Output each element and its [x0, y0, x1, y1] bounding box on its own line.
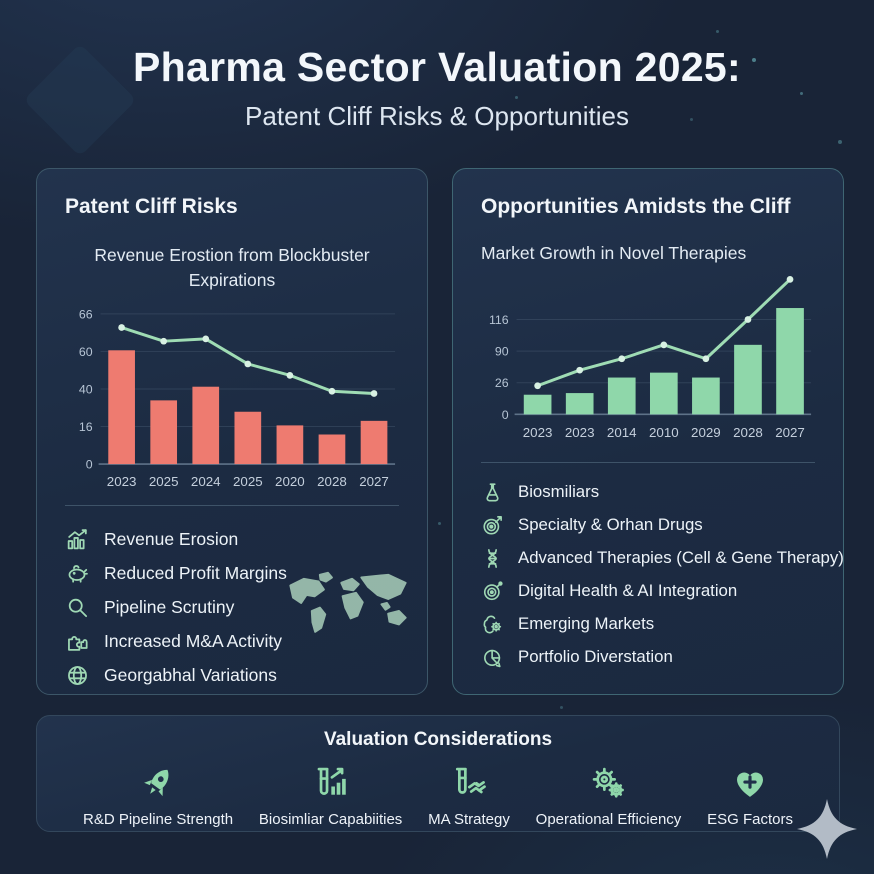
heart-icon — [731, 764, 769, 802]
item-label: Portfolio Diverstation — [518, 647, 673, 667]
consideration-label: ESG Factors — [707, 811, 793, 828]
consideration-label: MA Strategy — [428, 811, 510, 828]
bottom-panel-heading: Valuation Considerations — [323, 729, 553, 750]
svg-text:0: 0 — [502, 408, 509, 422]
left-chart-title-line1: Revenue Erostion from Blockbuster — [94, 245, 370, 265]
svg-text:90: 90 — [495, 345, 509, 359]
item-label: Increased M&A Activity — [104, 630, 282, 651]
item-label: Emerging Markets — [518, 614, 655, 634]
consideration-item: ESG Factors — [707, 764, 793, 828]
svg-text:40: 40 — [79, 382, 93, 396]
svg-text:2027: 2027 — [775, 425, 805, 440]
svg-text:2023: 2023 — [565, 425, 595, 440]
right-panel-divider — [481, 462, 815, 464]
gears-icon — [589, 764, 627, 802]
list-item: Reduced Profit Margins — [65, 560, 399, 586]
list-item: Biosmiliars — [481, 479, 815, 505]
list-item: Pipeline Scrutiny — [65, 594, 399, 620]
novel-therapies-chart: 116 90 26 0 2023 2023 2014 2010 2029 2028 2027 — [489, 276, 812, 440]
item-label: Revenue Erosion — [104, 528, 239, 549]
svg-text:2029: 2029 — [691, 425, 721, 440]
item-label: Reduced Profit Margins — [104, 562, 287, 583]
flask-icon — [481, 481, 504, 504]
item-label: Digital Health & AI Integration — [518, 581, 738, 601]
rocket-icon — [139, 764, 177, 802]
globe-icon — [65, 663, 90, 688]
svg-text:116: 116 — [489, 313, 509, 327]
svg-text:2028: 2028 — [317, 474, 347, 489]
consideration-item: MA Strategy — [428, 764, 510, 828]
target-icon — [481, 514, 504, 537]
list-item: Portfolio Diverstation — [481, 644, 815, 670]
sparkle-icon — [797, 799, 857, 859]
left-chart-title: Revenue Erostion from Blockbuster Expira… — [65, 243, 399, 294]
svg-text:2023: 2023 — [523, 425, 553, 440]
item-label: Pipeline Scrutiny — [104, 596, 235, 617]
list-item: Specialty & Orhan Drugs — [481, 512, 815, 538]
page-subtitle: Patent Cliff Risks & Opportunities — [245, 101, 629, 131]
testtube-chart-icon — [312, 764, 350, 802]
item-label: Georgabhal Variations — [104, 664, 277, 685]
page-title: Pharma Sector Valuation 2025: — [132, 44, 741, 90]
list-item: Increased M&A Activity — [65, 628, 399, 654]
item-label: Advanced Therapies (Cell & Gene Therapy) — [518, 548, 844, 568]
testtube-handshake-icon — [450, 764, 488, 802]
patent-cliff-risks-panel: Patent Cliff Risks Revenue Erostion from… — [36, 168, 428, 695]
svg-text:2025: 2025 — [149, 474, 179, 489]
svg-text:2024: 2024 — [191, 474, 221, 489]
svg-text:2014: 2014 — [607, 425, 637, 440]
page-header: Pharma Sector Valuation 2025: Patent Cli… — [0, 44, 874, 132]
svg-text:2023: 2023 — [107, 474, 137, 489]
considerations-row: R&D Pipeline Strength Biosimliar Capabiit… — [77, 764, 799, 828]
valuation-considerations-panel: Valuation Considerations R&D Pipeline St… — [36, 715, 840, 832]
svg-text:2010: 2010 — [649, 425, 679, 440]
list-item: Emerging Markets — [481, 611, 815, 637]
list-item: Georgabhal Variations — [65, 662, 399, 688]
target-ai-icon — [481, 580, 504, 603]
list-item: Revenue Erosion — [65, 526, 399, 552]
svg-text:16: 16 — [79, 420, 93, 434]
left-panel-heading: Patent Cliff Risks — [65, 195, 238, 218]
left-chart-title-line2: Expirations — [188, 270, 276, 291]
svg-text:2025: 2025 — [233, 474, 263, 489]
brain-gear-icon — [481, 613, 504, 636]
item-label: Specialty & Orhan Drugs — [518, 515, 703, 535]
svg-text:0: 0 — [86, 457, 93, 471]
consideration-label: R&D Pipeline Strength — [83, 811, 234, 828]
left-panel-divider — [65, 505, 399, 507]
list-item: Digital Health & AI Integration — [481, 578, 815, 604]
svg-text:2028: 2028 — [733, 425, 763, 440]
revenue-erosion-chart: 66 60 40 16 0 2023 2025 2024 2025 2020 2028 2027 — [79, 307, 396, 489]
globe-pie-icon — [481, 646, 504, 669]
bar-chart-icon — [65, 527, 90, 552]
item-label: Biosmiliars — [518, 482, 600, 502]
consideration-label: Operational Efficiency — [535, 811, 682, 828]
puzzle-icon — [65, 629, 90, 654]
risk-legend: Revenue Erosion Reduced Profit Margins Pip… — [65, 526, 399, 688]
consideration-item: Biosimliar Capabiities — [259, 764, 402, 828]
magnifier-icon — [65, 595, 90, 620]
svg-text:2020: 2020 — [275, 474, 305, 489]
consideration-item: R&D Pipeline Strength — [83, 764, 233, 828]
consideration-item: Operational Efficiency — [535, 764, 682, 828]
svg-text:2027: 2027 — [359, 474, 389, 489]
list-item: Advanced Therapies (Cell & Gene Therapy) — [481, 545, 844, 571]
world-map-graphic — [289, 571, 407, 633]
svg-text:60: 60 — [79, 345, 93, 359]
svg-text:66: 66 — [79, 307, 93, 321]
svg-text:26: 26 — [495, 377, 509, 391]
opportunity-list: Biosmiliars Specialty & Orhan Drugs Advanc… — [481, 479, 844, 670]
dna-icon — [481, 547, 504, 570]
consideration-label: Biosimliar Capabiities — [258, 811, 403, 828]
right-panel-heading: Opportunities Amidsts the Cliff — [481, 195, 791, 218]
piggy-bank-icon — [65, 561, 90, 586]
opportunities-panel: Opportunities Amidsts the Cliff Market G… — [452, 168, 844, 695]
right-chart-title: Market Growth in Novel Therapies — [481, 243, 747, 263]
